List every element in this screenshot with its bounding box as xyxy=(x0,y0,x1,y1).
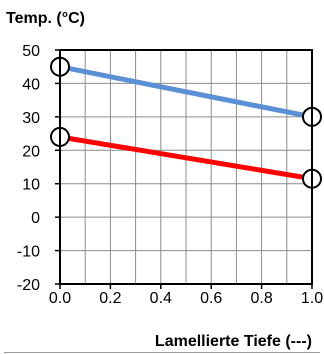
x-tick-label: 0.0 xyxy=(49,290,71,307)
y-axis-title: Temp. (°C) xyxy=(6,10,85,27)
x-tick-label: 0.4 xyxy=(150,290,172,307)
x-tick-label: 1.0 xyxy=(301,290,323,307)
plot-frame xyxy=(59,49,313,285)
grid xyxy=(60,50,312,284)
y-tick-label: 40 xyxy=(22,76,40,93)
series-line-2 xyxy=(57,134,315,182)
y-tick-label: -10 xyxy=(17,244,40,261)
bottom-divider xyxy=(4,352,320,353)
x-tick-label: 0.6 xyxy=(200,290,222,307)
series-layer xyxy=(57,64,315,182)
x-axis-title: Lamellierte Tiefe (---) xyxy=(155,333,312,350)
axis-ticks: 50 40 30 20 10 0 -10 -20 0.0 0.2 0.4 0.6 0.8 1.0 xyxy=(17,43,323,307)
y-tick-label: 0 xyxy=(31,210,40,227)
y-tick-label: -20 xyxy=(17,277,40,294)
y-tick-label: 30 xyxy=(22,110,40,127)
x-tick-label: 0.2 xyxy=(99,290,121,307)
y-tick-label: 10 xyxy=(22,177,40,194)
y-tick-label: 20 xyxy=(22,143,40,160)
series-line-1 xyxy=(57,64,315,120)
y-tick-label: 50 xyxy=(22,43,40,60)
x-tick-label: 0.8 xyxy=(250,290,272,307)
